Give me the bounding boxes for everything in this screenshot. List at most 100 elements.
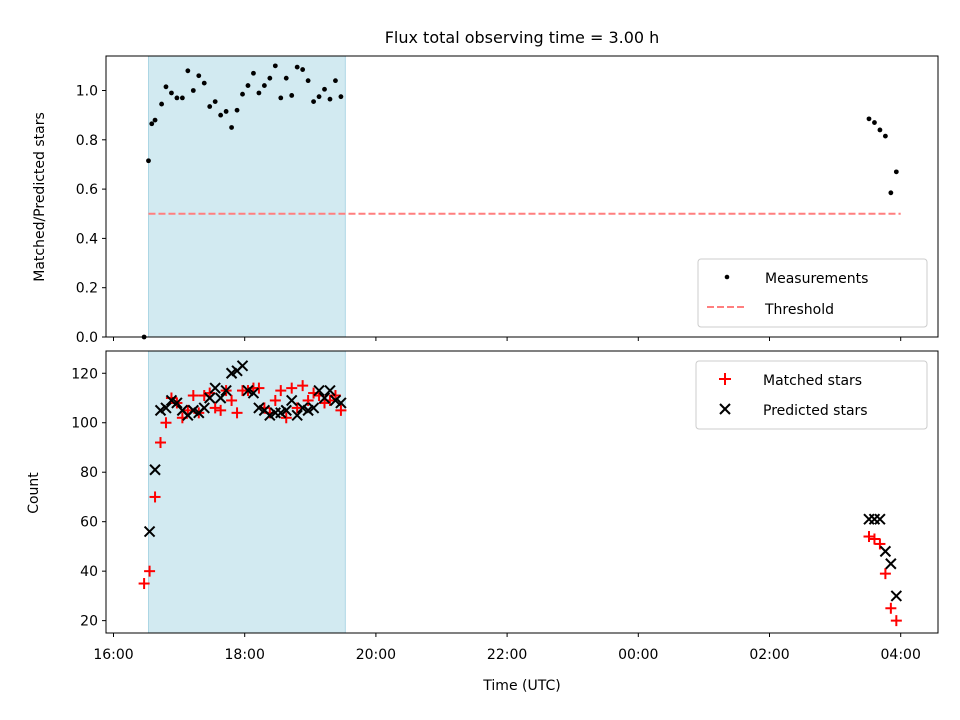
count-ytick-label: 80 (80, 465, 98, 481)
predicted-star-point (171, 397, 183, 409)
matched-star-point (149, 491, 161, 503)
legend-measurements-marker (724, 274, 730, 280)
matched-star-point (253, 382, 265, 394)
matched-star-point (286, 382, 298, 394)
measurement-point (223, 109, 229, 114)
measurement-point (261, 83, 267, 88)
predicted-star-point (204, 392, 216, 404)
ratio-y-axis: 0.0 0.2 0.4 0.6 0.8 1.0 (76, 84, 106, 346)
count-ytick-label: 20 (80, 614, 98, 630)
count-xtick-label: 16:00 (93, 647, 133, 663)
measurement-point (283, 75, 289, 81)
measurement-point (240, 91, 245, 97)
measurement-point (305, 78, 311, 84)
count-xtick-label: 04:00 (881, 647, 921, 663)
matched-star-point (890, 615, 902, 627)
matched-star-point (226, 394, 238, 406)
ratio-x-ticks (113, 337, 902, 341)
measurement-point (169, 90, 174, 96)
count-legend: Matched stars Predicted stars (695, 360, 928, 430)
matched-star-point (160, 417, 172, 429)
measurement-point (327, 96, 333, 102)
predicted-star-point (160, 402, 172, 414)
count-xtick-label: 18:00 (225, 647, 265, 663)
predicted-star-point (236, 360, 249, 372)
predicted-star-point (335, 397, 347, 409)
matched-star-point (138, 578, 150, 590)
count-y-label: Count (26, 472, 42, 514)
predicted-star-point (286, 394, 298, 407)
predicted-star-point (307, 402, 320, 414)
count-ytick-label: 40 (80, 564, 98, 580)
chart-title: Flux total observing time = 3.00 h (385, 28, 660, 47)
matched-star-point (879, 568, 891, 580)
measurement-point (163, 84, 169, 90)
count-panel: 20 40 60 80 100 120 16:00 18:00 20:00 22:00 00:00… (26, 350, 939, 694)
measurement-point (267, 75, 273, 81)
measurement-point (146, 158, 151, 164)
measurement-point (174, 95, 180, 101)
legend-matched-label: Matched stars (763, 373, 862, 389)
matched-star-point (144, 565, 156, 577)
predicted-star-point (879, 545, 892, 558)
matched-star-point (209, 402, 221, 414)
ratio-legend-box (697, 258, 928, 328)
predicted-star-point (868, 513, 881, 525)
count-xtick-label: 22:00 (487, 647, 527, 663)
measurement-point (322, 86, 327, 92)
ratio-ytick-label: 0.8 (76, 133, 98, 149)
legend-matched-marker (719, 373, 731, 385)
measurement-point (152, 117, 158, 123)
measurement-point (289, 93, 295, 98)
count-ytick-label: 120 (71, 366, 98, 382)
ratio-ytick-label: 0.6 (76, 182, 98, 198)
count-legend-box (695, 360, 928, 430)
predicted-star-point (214, 392, 227, 404)
count-xtick-label: 02:00 (749, 647, 789, 663)
count-y-axis: 20 40 60 80 100 120 (71, 366, 106, 630)
measurement-point (245, 83, 251, 88)
measurement-point (333, 78, 338, 84)
predicted-star-point (885, 558, 897, 570)
legend-predicted-label: Predicted stars (763, 403, 868, 419)
measurement-point (212, 99, 218, 105)
ratio-panel: 0.0 0.2 0.4 0.6 0.8 1.0 Matched/Predicted sta… (32, 55, 939, 346)
measurement-point (179, 95, 185, 101)
predicted-star-point (890, 590, 903, 602)
measurement-point (278, 95, 284, 101)
matched-star-point (215, 404, 227, 416)
ratio-ytick-label: 0.4 (76, 231, 98, 247)
measurement-point (256, 90, 262, 96)
ratio-plot-frame (105, 55, 939, 338)
ratio-y-label: Matched/Predicted stars (32, 112, 48, 282)
ratio-ytick-label: 1.0 (76, 84, 98, 100)
matched-star-point (187, 390, 199, 402)
ratio-ytick-label: 0.2 (76, 281, 98, 297)
count-plot-frame (105, 350, 939, 634)
predicted-star-point (291, 409, 303, 422)
matched-star-point (155, 437, 167, 449)
predicted-star-point (324, 384, 336, 397)
predicted-star-point (280, 404, 292, 417)
measurement-point (218, 112, 224, 118)
measurement-point (196, 73, 202, 79)
predicted-star-point (247, 387, 260, 399)
measurement-point (866, 116, 872, 122)
measurement-point (201, 80, 207, 86)
measurement-point (159, 101, 165, 107)
measurement-point (338, 94, 344, 100)
ratio-plot-marks (141, 63, 901, 340)
count-ytick-label: 60 (80, 515, 98, 531)
matched-star-point (868, 533, 880, 545)
count-plot-marks (138, 360, 903, 627)
matched-star-point (885, 602, 897, 614)
legend-measurements-label: Measurements (765, 271, 868, 287)
predicted-star-point (318, 392, 331, 404)
matched-star-point (291, 402, 303, 414)
ratio-legend: Measurements Threshold (697, 258, 928, 328)
ratio-ytick-label: 0.0 (76, 330, 98, 346)
measurement-point (272, 63, 278, 69)
measurement-point (877, 127, 883, 133)
predicted-star-point (209, 382, 221, 394)
